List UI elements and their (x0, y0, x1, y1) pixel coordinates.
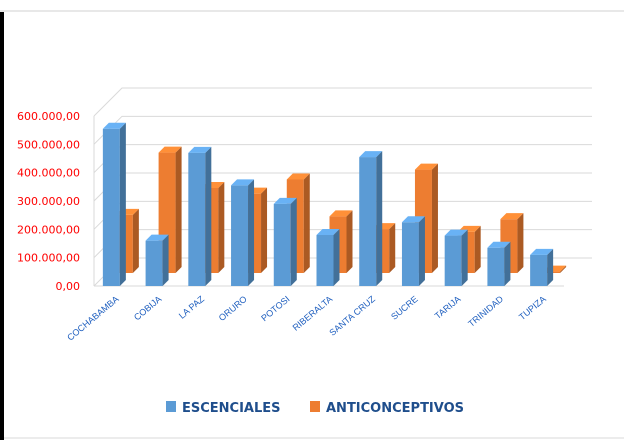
bar-anticonceptivos-side (132, 208, 139, 273)
bar-escenciales-side (248, 179, 255, 286)
bar-anticonceptivos-side (218, 182, 225, 273)
y-tick-label: 0,00 (56, 280, 81, 293)
legend-label: ESCENCIALES (182, 401, 281, 416)
bar-escenciales-top (188, 146, 212, 153)
bar-escenciales (231, 185, 249, 286)
bar-escenciales (316, 235, 334, 286)
x-tick-label: LA PAZ (177, 294, 207, 321)
bar-escenciales-top (444, 229, 468, 236)
x-tick-label: RIBERALTA (291, 294, 335, 333)
bar-anticonceptivos-top (500, 213, 524, 220)
bar-escenciales-top (401, 216, 425, 223)
y-tick-label: 100.000,00 (17, 252, 80, 265)
bar-escenciales-top (273, 197, 297, 204)
gridline (93, 115, 592, 145)
gridline (93, 87, 592, 117)
x-tick-label: TRINIDAD (466, 294, 505, 329)
x-tick-label: POTOSI (259, 294, 291, 323)
bar-anticonceptivos-side (346, 210, 353, 273)
x-tick-label: COCHABAMBA (65, 294, 120, 343)
bar-escenciales-side (205, 146, 212, 286)
bar-escenciales-top (316, 229, 340, 235)
x-tick-label: TARIJA (433, 294, 463, 321)
bar-anticonceptivos-side (560, 265, 567, 273)
y-tick-label: 300.000,00 (17, 195, 80, 208)
x-tick-label: COBIJA (132, 294, 163, 323)
bar-anticonceptivos-side (431, 163, 438, 273)
bar-anticonceptivos-top (414, 163, 438, 170)
bar-escenciales-side (119, 122, 126, 286)
bar-anticonceptivos-side (175, 146, 182, 273)
frame-left-edge (0, 12, 4, 440)
bar-anticonceptivos-top (286, 173, 310, 180)
bar-escenciales (444, 235, 462, 286)
bar-anticonceptivos-side (517, 213, 524, 273)
bar-anticonceptivos-side (261, 187, 268, 273)
bar-anticonceptivos-side (303, 173, 310, 273)
legend-swatch (310, 401, 320, 412)
bar-escenciales (102, 128, 120, 286)
y-tick-label: 600.000,00 (17, 110, 80, 123)
bar-escenciales-side (376, 151, 383, 286)
bar-escenciales-side (547, 248, 554, 286)
bar-anticonceptivos-top (158, 146, 182, 153)
bar-escenciales-top (145, 234, 169, 241)
bar-escenciales (359, 157, 377, 286)
bar-escenciales-side (333, 229, 340, 286)
x-tick-label: SUCRE (389, 294, 420, 322)
y-tick-label: 500.000,00 (17, 138, 80, 151)
bar-escenciales-side (504, 241, 511, 286)
bar-escenciales (188, 152, 206, 286)
legend-swatch (166, 401, 176, 412)
bar-escenciales (530, 254, 548, 286)
bar-escenciales-side (162, 234, 169, 286)
bar-escenciales-side (418, 216, 425, 286)
bar-escenciales-top (102, 122, 126, 129)
bar-anticonceptivos-side (389, 223, 396, 273)
x-tick-label: TUPIZA (517, 294, 548, 322)
y-tick-label: 200.000,00 (17, 223, 80, 236)
bar-escenciales-top (359, 151, 383, 158)
bar-escenciales (273, 203, 291, 286)
bar-escenciales (487, 247, 505, 286)
bar-escenciales-top (530, 248, 554, 255)
bar-escenciales-side (461, 229, 468, 286)
legend-label: ANTICONCEPTIVOS (326, 401, 464, 416)
bar-escenciales-top (231, 179, 255, 186)
x-tick-label: ORURO (217, 294, 249, 323)
bar-escenciales-top (487, 241, 511, 248)
bar-escenciales (145, 240, 163, 286)
bar-escenciales (401, 222, 419, 286)
y-tick-label: 400.000,00 (17, 167, 80, 180)
x-tick-label: SANTA CRUZ (327, 294, 377, 338)
bar-escenciales-side (290, 197, 297, 286)
bar-anticonceptivos-top (329, 210, 353, 217)
bar-anticonceptivos-side (474, 225, 481, 273)
